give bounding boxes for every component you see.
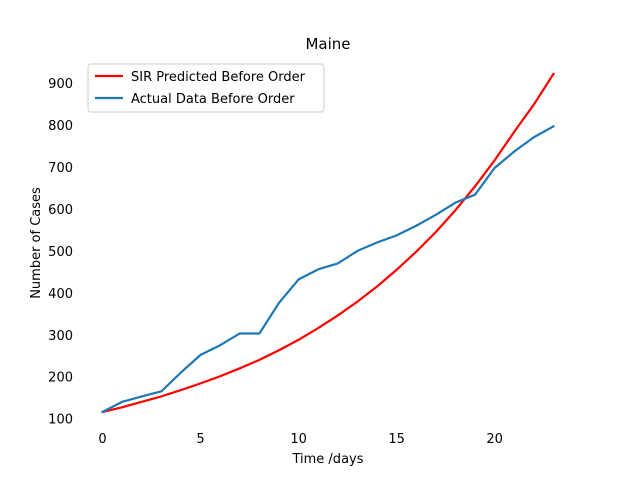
y-tick-label: 100 [48,413,73,428]
x-axis-label: Time /days [291,452,363,467]
legend: SIR Predicted Before Order Actual Data Be… [87,63,325,113]
x-axis-ticks: 0 5 10 15 20 [98,432,503,447]
y-axis-ticks: 100 200 300 400 500 600 700 800 900 [48,77,73,427]
y-axis-label: Number of Cases [29,187,44,299]
x-tick-label: 15 [388,432,405,447]
y-tick-label: 700 [48,161,73,176]
series-line-2 [101,124,555,414]
y-tick-label: 400 [48,287,73,302]
x-tick-label: 5 [196,432,204,447]
legend-label-2: Actual Data Before Order [131,92,295,107]
legend-label-1: SIR Predicted Before Order [131,70,306,85]
y-tick-label: 900 [48,77,73,92]
x-tick-label: 0 [98,432,106,447]
x-tick-label: 10 [290,432,307,447]
y-tick-label: 200 [48,371,73,386]
y-tick-label: 500 [48,245,73,260]
x-tick-label: 20 [486,432,503,447]
legend-box [87,63,325,113]
plot-area [101,72,555,414]
y-tick-label: 300 [48,329,73,344]
y-tick-label: 600 [48,203,73,218]
chart-title: Maine [305,35,350,53]
y-tick-label: 800 [48,119,73,134]
series-line-1 [101,72,555,414]
